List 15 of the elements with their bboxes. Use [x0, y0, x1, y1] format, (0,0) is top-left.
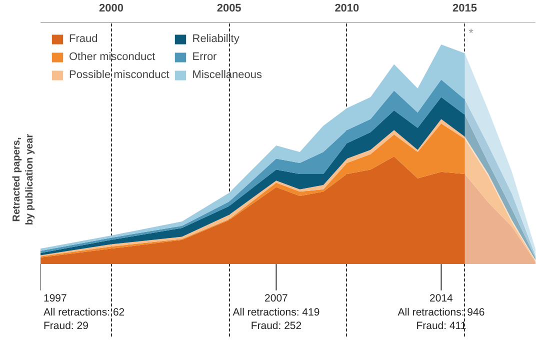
x-tick-label: 2000: [98, 2, 124, 14]
band-label: *: [468, 26, 474, 40]
annotation: 2007 All retractions: 419 Fraud: 252: [232, 292, 320, 332]
x-tick-label: 2005: [216, 2, 242, 14]
y-axis-title: Retracted papers, by publication year: [11, 134, 36, 226]
legend-label: Miscellaneous: [192, 68, 262, 82]
legend-label: Fraud: [69, 32, 98, 46]
legend-label: Other misconduct: [69, 50, 156, 64]
legend-label: Possible misconduct: [69, 68, 170, 82]
x-tick-label: 2015: [452, 2, 478, 14]
legend-label: Error: [192, 50, 217, 64]
legend-label: Reliability: [192, 32, 240, 46]
text: 1997 All retractions: 62 Fraud: 29: [44, 292, 125, 332]
annotation: 2014 All retractions: 946 Fraud: 411: [398, 292, 485, 332]
x-tick-label: 2010: [334, 2, 360, 14]
